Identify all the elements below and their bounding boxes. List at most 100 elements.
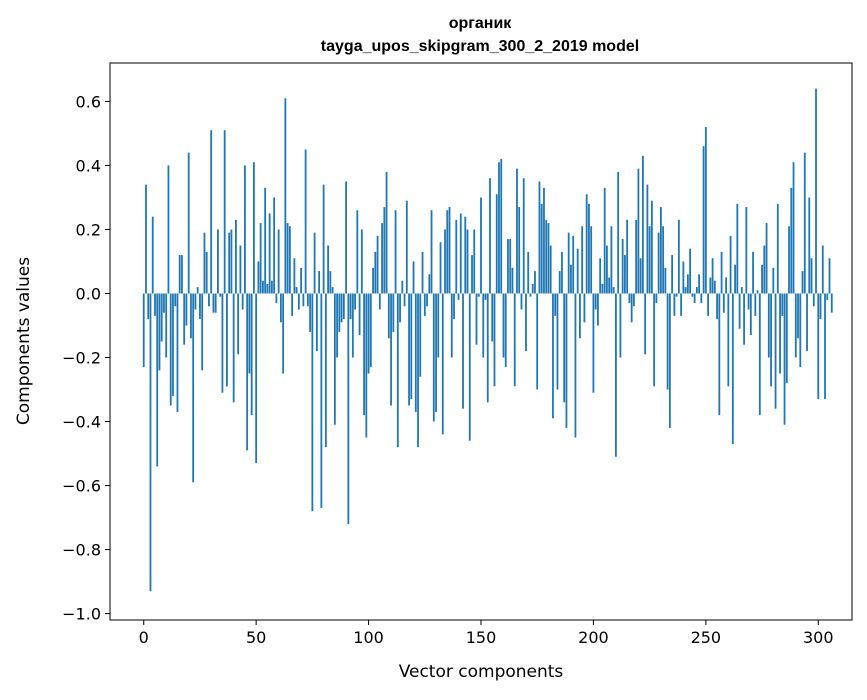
- bar: [250, 293, 253, 416]
- bar: [372, 267, 374, 294]
- bar: [621, 239, 624, 294]
- bar: [547, 223, 550, 294]
- x-tick-label: 300: [803, 628, 834, 647]
- bar: [619, 293, 622, 358]
- bar: [464, 216, 467, 294]
- bar: [300, 267, 303, 294]
- bar: [646, 184, 649, 294]
- bar: [176, 293, 179, 412]
- bar: [459, 213, 462, 294]
- bar: [545, 219, 548, 294]
- bar: [500, 159, 503, 294]
- bar: [743, 293, 745, 345]
- bar: [704, 127, 707, 294]
- bar: [453, 293, 455, 320]
- bar: [315, 293, 318, 352]
- bar: [257, 261, 260, 294]
- bar: [147, 293, 150, 320]
- bar: [160, 293, 163, 342]
- y-tick-label: −1.0: [62, 605, 101, 624]
- bar: [520, 293, 523, 310]
- bar: [601, 283, 604, 294]
- bar: [599, 258, 602, 294]
- bar: [374, 251, 377, 294]
- bar: [394, 210, 397, 294]
- bar: [293, 258, 296, 294]
- bar: [637, 168, 640, 294]
- bar: [237, 293, 240, 355]
- bar: [592, 293, 595, 393]
- bar: [581, 226, 584, 294]
- bar: [417, 293, 419, 448]
- bar: [408, 293, 410, 406]
- bar: [579, 293, 581, 339]
- bar: [624, 255, 626, 294]
- bar: [217, 229, 219, 294]
- bar: [783, 293, 786, 425]
- bar: [235, 219, 237, 294]
- bar: [749, 293, 752, 336]
- bar: [731, 293, 734, 444]
- bar: [767, 293, 770, 358]
- bar: [480, 197, 482, 294]
- bar: [821, 245, 824, 294]
- bar: [682, 261, 685, 294]
- bar: [563, 293, 566, 403]
- bar: [761, 264, 763, 294]
- bar: [565, 293, 568, 428]
- bar: [711, 258, 714, 294]
- bar: [635, 219, 638, 294]
- bar: [286, 223, 289, 294]
- x-tick-label: 0: [139, 628, 149, 647]
- bar: [378, 293, 381, 310]
- y-axis-label: Components values: [14, 257, 34, 425]
- bar: [169, 293, 172, 406]
- bar: [556, 293, 559, 390]
- bar: [201, 293, 204, 371]
- bar: [826, 293, 829, 300]
- bar: [403, 293, 406, 307]
- bar: [462, 293, 464, 409]
- bar: [673, 293, 676, 316]
- bar: [174, 293, 177, 307]
- bar: [208, 293, 210, 307]
- bar: [552, 293, 554, 419]
- bar: [383, 207, 386, 294]
- bar: [475, 293, 478, 345]
- bar: [248, 293, 251, 374]
- bar: [633, 293, 635, 307]
- bar: [772, 267, 775, 294]
- bar: [567, 232, 570, 294]
- bar: [707, 293, 709, 316]
- bar: [241, 293, 244, 310]
- bar: [776, 203, 779, 294]
- bar: [518, 207, 521, 294]
- bar: [675, 293, 678, 297]
- bar: [662, 226, 665, 294]
- bar: [484, 293, 487, 300]
- bar: [612, 287, 615, 294]
- bar: [770, 293, 772, 387]
- bar: [466, 229, 469, 294]
- bar: [700, 293, 703, 304]
- bar: [266, 283, 269, 294]
- chart-title-line2: tayga_upos_skipgram_300_2_2019 model: [321, 38, 639, 55]
- bar: [142, 293, 145, 368]
- bar: [608, 277, 611, 294]
- bar: [376, 235, 379, 294]
- bar: [253, 162, 255, 294]
- bar: [246, 293, 249, 451]
- bar: [333, 293, 336, 425]
- bar: [554, 293, 557, 316]
- bar: [747, 293, 750, 310]
- bar: [163, 293, 165, 313]
- bar: [255, 293, 258, 464]
- bar: [797, 293, 799, 339]
- bar: [540, 203, 543, 294]
- x-tick-label: 100: [353, 628, 384, 647]
- bar: [509, 239, 512, 294]
- bar: [212, 293, 215, 313]
- bar: [430, 210, 433, 294]
- bar: [576, 248, 579, 294]
- bar: [558, 271, 561, 294]
